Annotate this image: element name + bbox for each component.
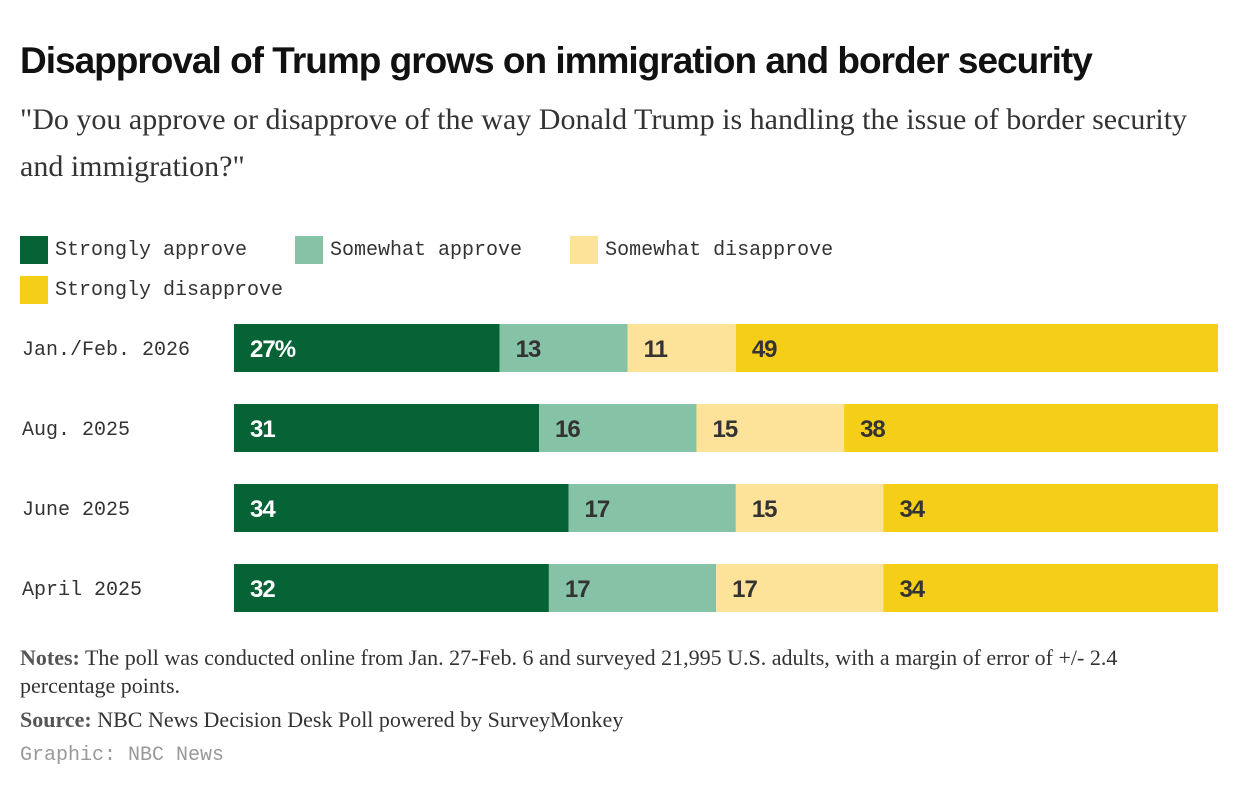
legend-swatch	[570, 236, 599, 264]
data-label: 31	[250, 416, 275, 443]
bar-segment	[548, 564, 717, 612]
data-label: 32	[250, 576, 275, 603]
bar-segment	[627, 324, 736, 372]
category-label: June 2025	[22, 499, 130, 522]
bar-segment	[844, 404, 1218, 452]
data-label: 17	[585, 496, 610, 523]
notes: Notes: The poll was conducted online fro…	[20, 644, 1200, 700]
bar-segment	[716, 564, 884, 612]
legend-swatch	[20, 236, 48, 264]
legend-label: Strongly approve	[55, 238, 248, 262]
legend-item: Strongly approve	[20, 231, 247, 269]
bar-segment	[735, 324, 1218, 372]
bar-segment	[234, 404, 540, 452]
source-text: NBC News Decision Desk Poll powered by S…	[97, 707, 624, 732]
data-label: 17	[565, 576, 590, 603]
category-label: April 2025	[22, 579, 142, 602]
notes-text: The poll was conducted online from Jan. …	[20, 645, 1118, 698]
legend-item: Strongly disapprove	[20, 271, 283, 309]
data-label: 15	[752, 496, 777, 523]
legend-label: Somewhat disapprove	[605, 238, 834, 262]
data-label: 17	[732, 576, 757, 603]
chart-subtitle: "Do you approve or disapprove of the way…	[20, 103, 1188, 183]
legend-item: Somewhat disapprove	[570, 231, 833, 269]
bar-segment	[234, 324, 500, 372]
data-label: 38	[860, 416, 885, 443]
bar-segment	[735, 484, 884, 532]
bar-segment	[696, 404, 845, 452]
bar-segment	[568, 484, 736, 532]
data-label: 27%	[250, 336, 296, 363]
bar-segment	[234, 484, 569, 532]
data-label: 34	[899, 576, 925, 603]
legend: Strongly approve Somewhat approve Somewhat…	[20, 231, 1020, 311]
legend-swatch	[20, 276, 48, 304]
source-label: Source:	[20, 707, 92, 732]
category-label: Jan./Feb. 2026	[22, 339, 190, 362]
legend-label: Strongly disapprove	[55, 278, 284, 302]
notes-label: Notes:	[20, 645, 80, 670]
data-label: 15	[712, 416, 737, 443]
credit: Graphic: NBC News	[20, 744, 225, 767]
data-label: 34	[250, 496, 276, 523]
bar-segment	[883, 484, 1218, 532]
data-label: 16	[555, 416, 580, 443]
data-label: 49	[752, 336, 777, 363]
chart-title: Disapproval of Trump grows on immigratio…	[20, 40, 1093, 81]
bar-segment	[539, 404, 697, 452]
data-label: 11	[644, 336, 668, 363]
source: Source: NBC News Decision Desk Poll powe…	[20, 706, 1200, 734]
legend-swatch	[295, 236, 324, 264]
legend-item: Somewhat approve	[295, 231, 522, 269]
data-label: 13	[516, 336, 541, 363]
category-label: Aug. 2025	[22, 419, 130, 442]
bar-segment	[883, 564, 1218, 612]
data-label: 34	[899, 496, 925, 523]
legend-label: Somewhat approve	[330, 238, 523, 262]
bar-segment	[234, 564, 549, 612]
bar-segment	[499, 324, 628, 372]
